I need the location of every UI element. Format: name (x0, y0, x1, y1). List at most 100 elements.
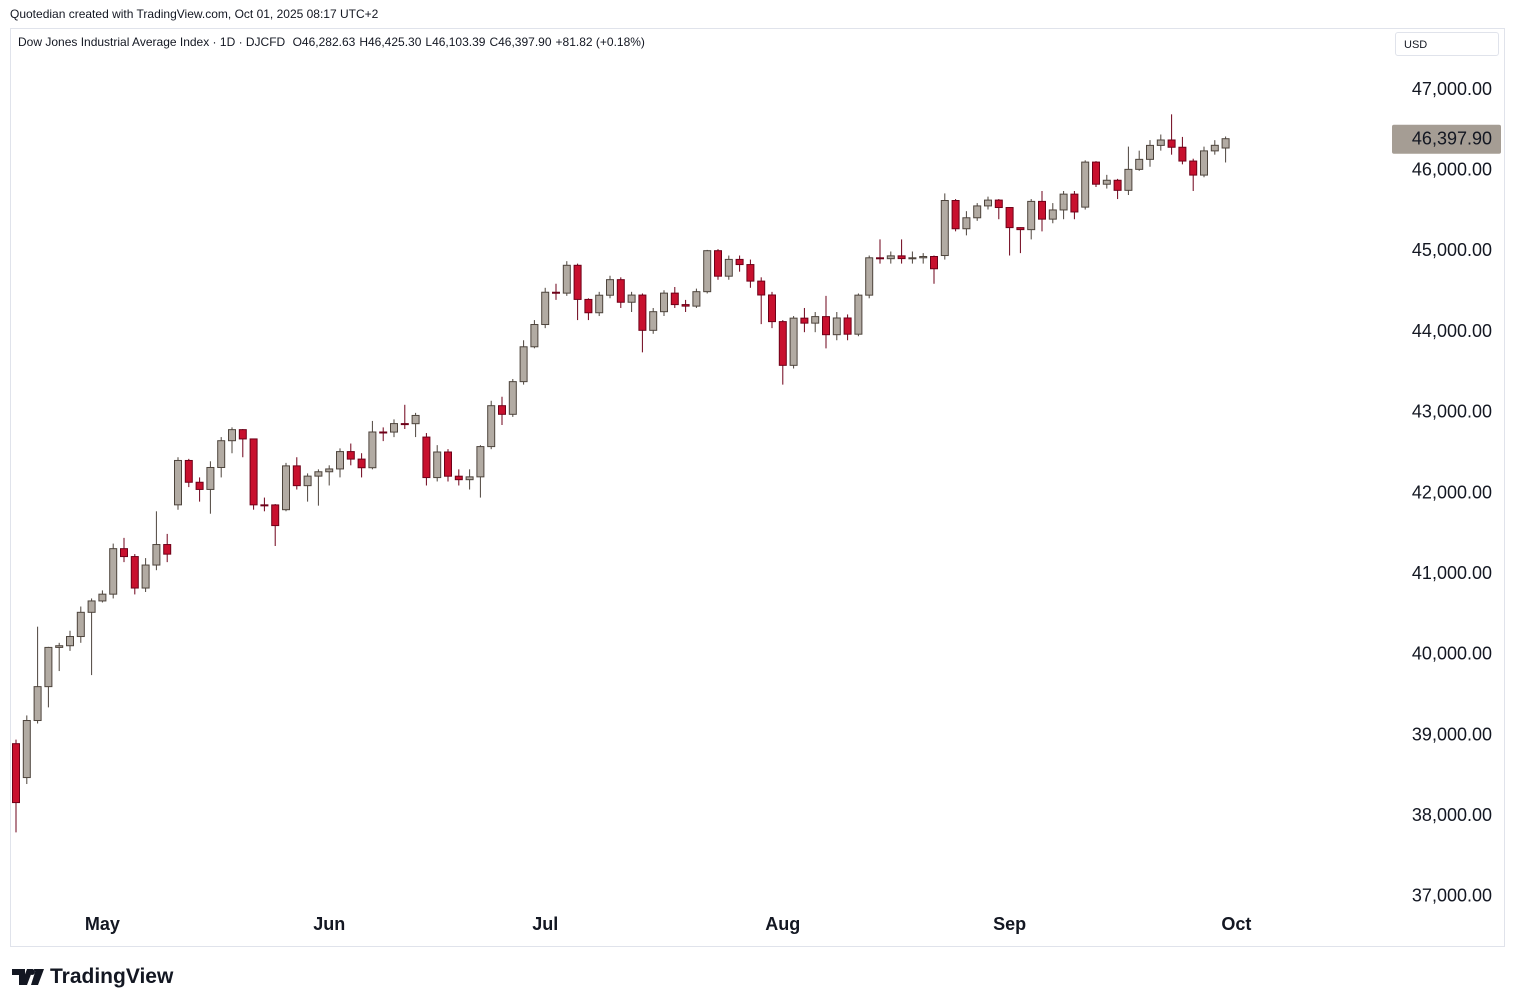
candle-body (238, 429, 247, 440)
y-tick-label: 40,000.00 (1412, 644, 1492, 664)
candle-body (660, 292, 668, 313)
candle-body (163, 544, 172, 555)
y-tick-label: 42,000.00 (1412, 482, 1492, 502)
chart-frame (10, 28, 1505, 947)
x-tick-label: Aug (765, 914, 800, 934)
candle-body (487, 405, 496, 448)
candle-body (703, 250, 712, 293)
x-tick-label: Jun (313, 914, 345, 934)
candle-body (444, 451, 452, 477)
candle-body (768, 294, 776, 323)
candle-body (249, 438, 258, 506)
candle-body (271, 504, 280, 527)
legend-value: 46,103.39 (432, 35, 486, 49)
legend-value: 46,425.30 (367, 35, 422, 49)
legend-value: 46,282.63 (301, 35, 356, 49)
candle-body (562, 264, 571, 294)
candle-body (616, 279, 625, 303)
y-tick-label: 38,000.00 (1412, 805, 1492, 825)
y-tick-label: 46,000.00 (1412, 160, 1492, 180)
candle-body (400, 423, 409, 426)
candle-body (1102, 179, 1111, 185)
candle-body (692, 291, 701, 307)
candle-body (368, 431, 377, 469)
brand-name: TradingView (50, 965, 174, 988)
candle-body (1070, 193, 1079, 213)
candle-body (76, 611, 85, 638)
candle-body (897, 255, 906, 260)
candle-body (994, 199, 1003, 209)
candle-body (876, 257, 884, 260)
candle-body (1135, 158, 1144, 170)
candle-body (433, 451, 442, 479)
candle-body (843, 317, 852, 335)
candle-body (973, 205, 982, 219)
candle-body (217, 440, 226, 468)
y-tick-label: 37,000.00 (1412, 886, 1492, 906)
candle-body (822, 316, 830, 336)
candle-body (627, 294, 636, 303)
candle-body (336, 451, 344, 470)
candle-body (411, 414, 420, 425)
candle-body (962, 217, 971, 230)
candle-body (800, 317, 809, 324)
candle-body (184, 459, 193, 483)
candle-body (584, 298, 593, 314)
candle-body (984, 199, 992, 207)
candle-body (811, 316, 820, 324)
candle-body (746, 264, 755, 282)
candle-body (530, 324, 539, 348)
y-tick-label: 39,000.00 (1412, 724, 1492, 744)
candle-body (886, 255, 895, 260)
candle-body (541, 291, 550, 326)
candle-body (1167, 139, 1176, 148)
candle-body (735, 258, 744, 266)
candle-body (1124, 168, 1133, 191)
currency[interactable]: USD (1395, 32, 1499, 56)
candle-body (282, 465, 290, 511)
y-tick-label: 44,000.00 (1412, 321, 1492, 341)
candle-body (120, 548, 128, 558)
candle-body (649, 311, 658, 331)
candle-body (724, 258, 733, 277)
candle-body (951, 200, 960, 230)
candle-body (346, 451, 355, 460)
symbol-legend: Dow Jones Industrial Average Index · 1D … (18, 35, 649, 49)
candle-body (174, 459, 182, 506)
candle-body (195, 481, 204, 490)
candle-body (141, 564, 150, 589)
candle-body (109, 548, 118, 595)
candle-body (1048, 209, 1057, 220)
candle-body (1016, 227, 1025, 231)
candle-body (778, 321, 787, 366)
candle-body (757, 280, 766, 296)
y-tick-label: 47,000.00 (1412, 79, 1492, 99)
candle-body (940, 200, 949, 257)
candle-body (1059, 193, 1068, 211)
candle-body (1210, 144, 1219, 152)
candle-body (919, 255, 928, 259)
symbol: Dow Jones Industrial Average Index · 1D … (18, 35, 286, 49)
candle-body (1092, 161, 1100, 185)
candle-body (130, 556, 139, 589)
candle-body (1200, 150, 1208, 176)
candle-body (454, 475, 463, 481)
last-price-tag (1392, 124, 1501, 154)
candle-body (44, 646, 53, 688)
legend-change: +81.82 (+0.18%) (555, 35, 645, 49)
legend-key: H (359, 35, 368, 49)
candle-body (314, 471, 323, 477)
candle-body (422, 436, 431, 479)
candle-body (552, 291, 560, 294)
candle-body (681, 304, 690, 307)
y-tick-label: 45,000.00 (1412, 240, 1492, 260)
candle-body (206, 466, 215, 490)
candle-body (1038, 200, 1046, 220)
candle-body (1081, 161, 1090, 208)
candle-body (1178, 146, 1187, 162)
brand: TradingView (12, 965, 173, 989)
candle-body (670, 292, 679, 306)
candle-body (66, 636, 74, 647)
x-tick-label: Oct (1221, 914, 1251, 934)
